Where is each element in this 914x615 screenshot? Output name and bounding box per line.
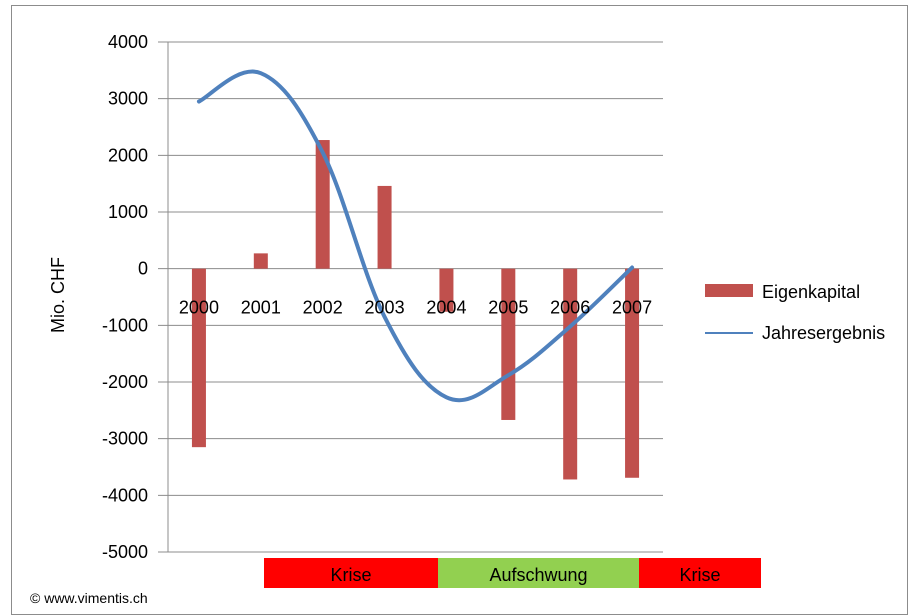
legend-label-eigenkapital: Eigenkapital — [762, 282, 860, 302]
phase-band-aufschwung — [438, 558, 639, 588]
bar-2000 — [191, 268, 206, 448]
x-tick-label: 2003 — [365, 298, 405, 318]
y-axis-label: Mio. CHF — [48, 257, 68, 333]
copyright-text: © www.vimentis.ch — [30, 590, 148, 606]
x-tick-label: 2007 — [612, 298, 652, 318]
y-tick-label: -5000 — [102, 542, 148, 562]
bar-2005 — [501, 268, 516, 420]
legend-label-jahresergebnis: Jahresergebnis — [762, 323, 885, 343]
y-tick-label: -1000 — [102, 315, 148, 335]
y-tick-label: -2000 — [102, 372, 148, 392]
phase-band-krise — [264, 558, 438, 588]
y-tick-label: 3000 — [108, 89, 148, 109]
x-tick-label: 2002 — [303, 298, 343, 318]
gridlines — [158, 41, 663, 553]
x-tick-label: 2000 — [179, 298, 219, 318]
line-jahresergebnis — [196, 69, 635, 403]
legend-swatch-eigenkapital — [705, 284, 753, 297]
phase-label: Krise — [330, 565, 371, 585]
x-tick-label: 2005 — [488, 298, 528, 318]
phase-bands: Krise Aufschwung Krise — [264, 558, 761, 588]
bar-2004 — [439, 268, 454, 312]
y-tick-label: 1000 — [108, 202, 148, 222]
phase-band-krise — [639, 558, 761, 588]
y-tick-label: -3000 — [102, 429, 148, 449]
y-tick-label: 4000 — [108, 32, 148, 52]
y-axis-ticks: 4000 3000 2000 1000 0 -1000 -2000 -3000 -4000 -50… — [102, 32, 148, 562]
bar-2003 — [377, 185, 392, 269]
x-tick-label: 2006 — [550, 298, 590, 318]
x-axis-ticks: 2000 2001 2002 2003 2004 2005 2006 2007 — [179, 298, 652, 318]
line-series-jahresergebnis — [196, 69, 635, 403]
bar-2007 — [625, 268, 640, 478]
chart-frame — [11, 5, 908, 615]
phase-label: Aufschwung — [489, 565, 587, 585]
y-tick-label: 2000 — [108, 145, 148, 165]
y-tick-label: 0 — [138, 259, 148, 279]
x-tick-label: 2004 — [426, 298, 466, 318]
y-tick-label: -4000 — [102, 485, 148, 505]
bar-2001 — [253, 253, 268, 269]
legend: Eigenkapital Jahresergebnis — [705, 282, 885, 343]
bar-2002 — [315, 140, 330, 269]
phase-label: Krise — [679, 565, 720, 585]
x-tick-label: 2001 — [241, 298, 281, 318]
